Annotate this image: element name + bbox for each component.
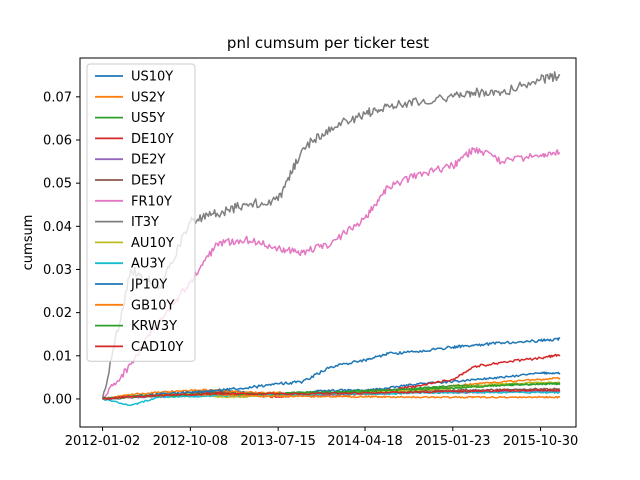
y-tick-label: 0.06 [43,134,72,149]
legend-label: KRW3Y [131,319,177,334]
plot-frame [79,57,577,428]
y-tick-label: 0.05 [43,177,72,192]
legend-label: US2Y [131,90,165,105]
y-tick-label: 0.07 [43,90,72,105]
legend-label: US10Y [131,70,173,85]
chart-title: pnl cumsum per ticker test [227,34,429,52]
x-tick-label: 2015-01-23 [415,434,491,449]
legend-box [86,63,196,362]
x-tick-label: 2015-10-30 [503,434,579,449]
legend-label: DE10Y [131,132,174,147]
legend-label: JP10Y [130,278,167,293]
legend-label: CAD10Y [131,340,184,355]
series-layer [101,71,561,407]
legend-label: IT3Y [131,215,159,230]
x-axis: 2012-01-02 2012-10-08 2013-07-15 2014-04-18… [65,427,579,449]
x-tick-label: 2012-01-02 [65,434,141,449]
legend-label: FR10Y [131,194,172,209]
x-tick-label: 2014-04-18 [327,434,403,449]
x-tick-label: 2013-07-15 [240,434,316,449]
legend-label: DE2Y [131,153,165,168]
y-tick-label: 0.04 [43,220,72,235]
y-axis: 0.00 0.01 0.02 0.03 0.04 0.05 0.06 0.07 [43,90,80,407]
legend-label: US5Y [131,111,165,126]
legend: US10Y US2Y US5Y DE10Y DE2Y DE5Y FR10Y IT3Y AU10Y… [86,63,196,362]
y-tick-label: 0.02 [43,306,72,321]
x-tick-label: 2012-10-08 [153,434,229,449]
y-tick-label: 0.00 [43,392,72,407]
legend-label: GB10Y [131,298,175,313]
y-axis-label: cumsum [21,215,36,271]
series-line-cad10y [102,388,561,400]
legend-label: AU10Y [131,236,174,251]
y-tick-label: 0.01 [43,349,72,364]
y-tick-label: 0.03 [43,263,72,278]
legend-label: AU3Y [131,257,166,272]
legend-label: DE5Y [131,174,165,189]
